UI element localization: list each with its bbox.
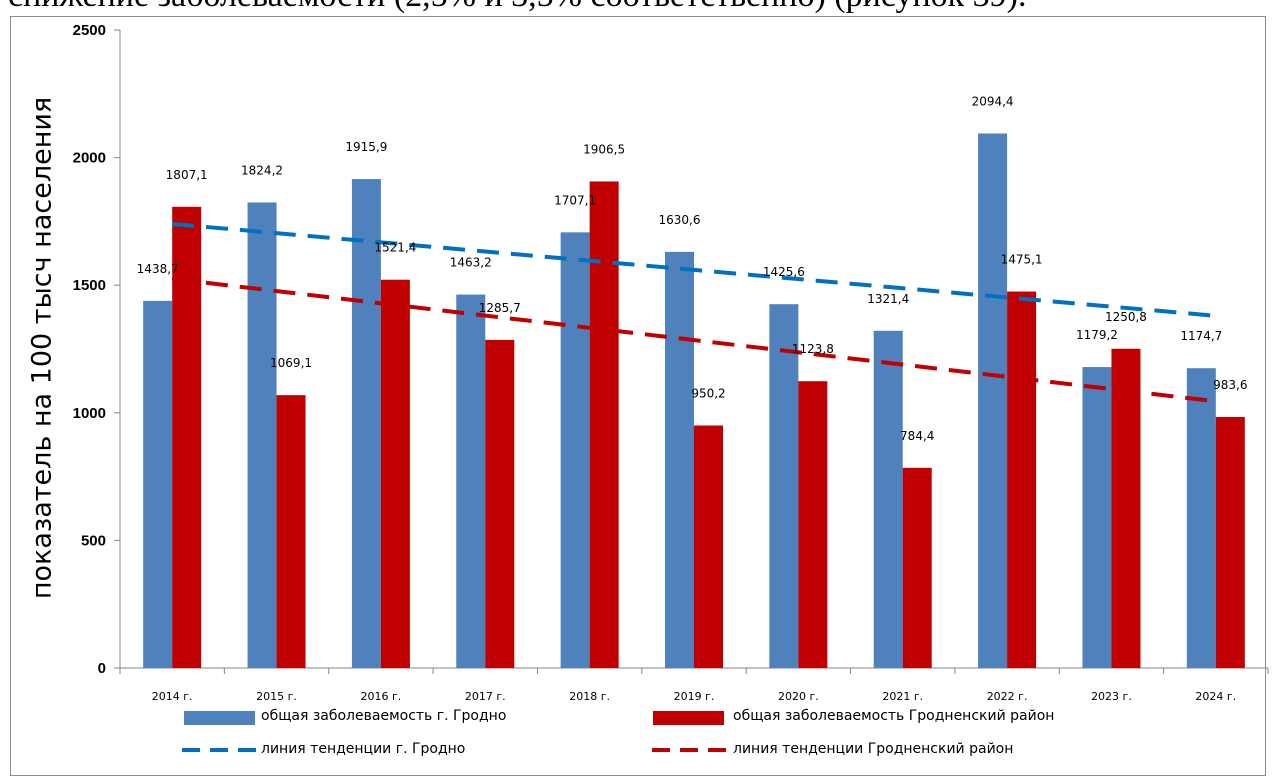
y-tick-label: 0 xyxy=(98,660,106,677)
data-label-series1: 1179,2 xyxy=(1076,328,1118,342)
x-tick-label: 2014 г. xyxy=(152,690,193,703)
bar-series1 xyxy=(665,251,694,668)
bar-series2 xyxy=(380,279,410,668)
bar-series1 xyxy=(456,294,486,668)
data-label-series2: 950,2 xyxy=(691,387,725,401)
x-tick-label: 2020 г. xyxy=(778,690,819,703)
data-label-series2: 1521,4 xyxy=(374,241,416,255)
document-text-line: снижение заболеваемости (2,5% и 3,5% соо… xyxy=(0,0,1276,18)
y-tick-label: 1500 xyxy=(73,277,106,294)
x-tick-label: 2022 г. xyxy=(987,690,1028,703)
x-tick-label: 2018 г. xyxy=(569,690,610,703)
x-tick-label: 2016 г. xyxy=(361,690,402,703)
x-tick-label: 2024 г. xyxy=(1195,690,1236,703)
legend-label-trend1: линия тенденции г. Гродно xyxy=(261,741,466,757)
legend-label-trend2: линия тенденции Гродненский район xyxy=(733,741,1014,757)
data-label-series1: 1463,2 xyxy=(450,256,492,270)
trend-line-2 xyxy=(171,276,1217,404)
data-label-series2: 1475,1 xyxy=(1001,253,1043,267)
data-label-series2: 784,4 xyxy=(900,429,934,443)
bar-series1 xyxy=(873,330,903,668)
data-label-series1: 2094,4 xyxy=(972,95,1014,109)
data-label-series2: 1069,1 xyxy=(270,356,312,370)
bar-series2 xyxy=(1007,291,1037,668)
legend-dash-trend1 xyxy=(182,748,258,752)
bar-series2 xyxy=(276,395,306,668)
x-tick-label: 2015 г. xyxy=(256,690,297,703)
y-tick-label: 2000 xyxy=(73,150,106,167)
data-label-series1: 1824,2 xyxy=(241,163,283,177)
x-tick-label: 2019 г. xyxy=(674,690,715,703)
x-tick-label: 2021 г. xyxy=(882,690,923,703)
data-label-series1: 1425,6 xyxy=(763,265,805,279)
data-label-series1: 1438,7 xyxy=(137,262,179,276)
bar-series1 xyxy=(1082,367,1112,668)
data-label-series2: 1285,7 xyxy=(479,301,521,315)
y-tick-label: 500 xyxy=(81,532,106,549)
data-label-series1: 1915,9 xyxy=(345,140,387,154)
data-label-series2: 1250,8 xyxy=(1105,310,1147,324)
y-tick-label: 1000 xyxy=(73,405,106,422)
data-label-series2: 1123,8 xyxy=(792,342,834,356)
legend-swatch-district-bars xyxy=(653,711,724,725)
bar-series2 xyxy=(485,339,515,668)
legend-label-series2: общая заболеваемость Гродненский район xyxy=(733,708,1055,724)
data-label-series2: 1807,1 xyxy=(166,168,208,182)
bar-series1 xyxy=(978,133,1008,668)
legend-label-series1: общая заболеваемость г. Гродно xyxy=(261,708,507,724)
bar-series2 xyxy=(694,425,723,668)
data-label-series1: 1174,7 xyxy=(1180,329,1222,343)
x-tick-label: 2023 г. xyxy=(1091,690,1132,703)
bar-series1 xyxy=(143,300,173,668)
data-label-series1: 1707,1 xyxy=(554,193,596,207)
bar-series2 xyxy=(172,206,202,669)
data-label-series2: 1906,5 xyxy=(583,142,625,156)
bar-series2 xyxy=(902,467,932,668)
y-tick-label: 2500 xyxy=(73,22,106,39)
legend-dash-trend2 xyxy=(652,748,728,752)
x-tick-label: 2017 г. xyxy=(465,690,506,703)
bar-series1 xyxy=(769,304,799,668)
bar-series1 xyxy=(247,202,277,668)
bar-series2 xyxy=(589,181,619,669)
bar-series1 xyxy=(1186,368,1216,668)
bar-series1 xyxy=(351,179,381,668)
data-label-series1: 1630,6 xyxy=(659,213,701,227)
chart-frame xyxy=(10,16,1266,776)
bar-series2 xyxy=(1111,348,1141,668)
data-label-series1: 1321,4 xyxy=(867,292,909,306)
bar-series2 xyxy=(1215,416,1245,668)
legend-swatch-gродно-bars xyxy=(184,711,255,725)
bar-series2 xyxy=(798,381,828,668)
bar-series1 xyxy=(560,232,590,668)
data-label-series2: 983,6 xyxy=(1213,378,1247,392)
trend-line-1 xyxy=(172,221,1216,318)
y-axis-title-text: показатель на 100 тысч населения xyxy=(26,96,58,600)
